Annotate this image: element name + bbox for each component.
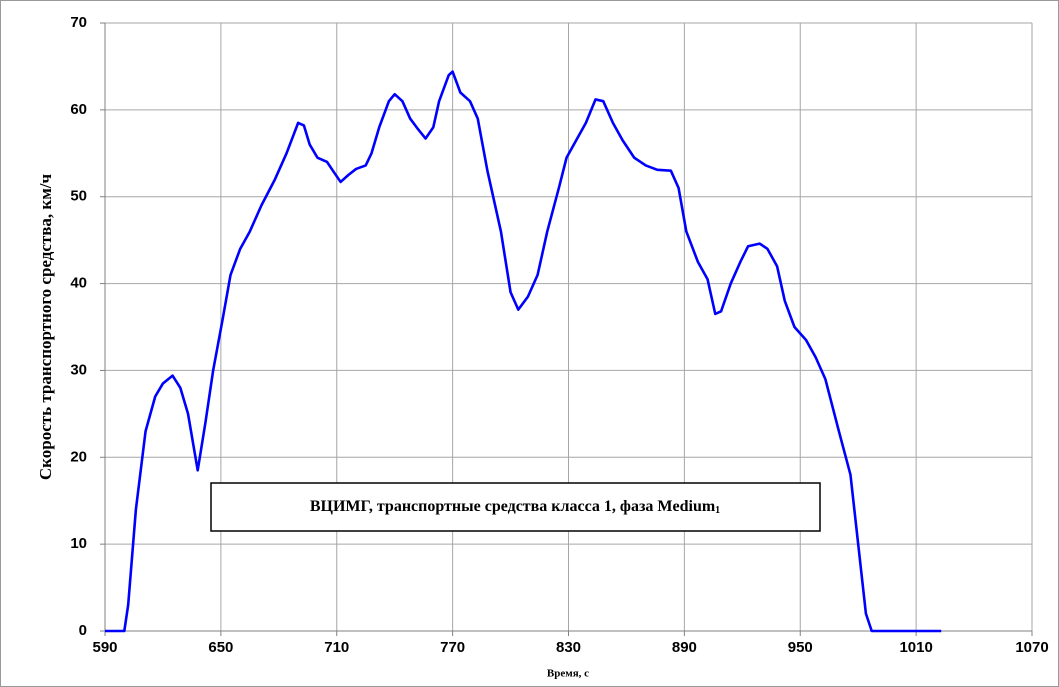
annotation-subscript: 1	[715, 505, 720, 516]
annotation: ВЦИМГ, транспортные средства класса 1, ф…	[310, 498, 720, 517]
annotation-box	[210, 482, 821, 532]
y-tick-label: 30	[70, 361, 87, 378]
y-tick-label: 40	[70, 275, 87, 292]
x-tick-label: 710	[324, 639, 349, 656]
annotation-text: ВЦИМГ, транспортные средства класса 1, ф…	[310, 498, 716, 515]
x-tick-label: 950	[788, 639, 813, 656]
y-tick-label: 10	[70, 535, 87, 552]
y-axis-label: Скорость транспортного средства, км/ч	[36, 173, 55, 480]
y-tick-label: 60	[70, 101, 87, 118]
y-tick-label: 0	[79, 622, 87, 639]
x-tick-label: 650	[208, 639, 233, 656]
y-tick-label: 50	[70, 188, 87, 205]
y-tick-label: 20	[70, 448, 87, 465]
x-tick-label: 890	[672, 639, 697, 656]
x-tick-label: 830	[556, 639, 581, 656]
y-tick-label: 70	[70, 14, 87, 31]
x-axis-label: Время, с	[547, 668, 589, 680]
x-tick-label: 1070	[1015, 639, 1048, 656]
data-line	[105, 70, 942, 633]
x-tick-label: 590	[92, 639, 117, 656]
x-tick-label: 1010	[899, 639, 932, 656]
x-tick-label: 770	[440, 639, 465, 656]
